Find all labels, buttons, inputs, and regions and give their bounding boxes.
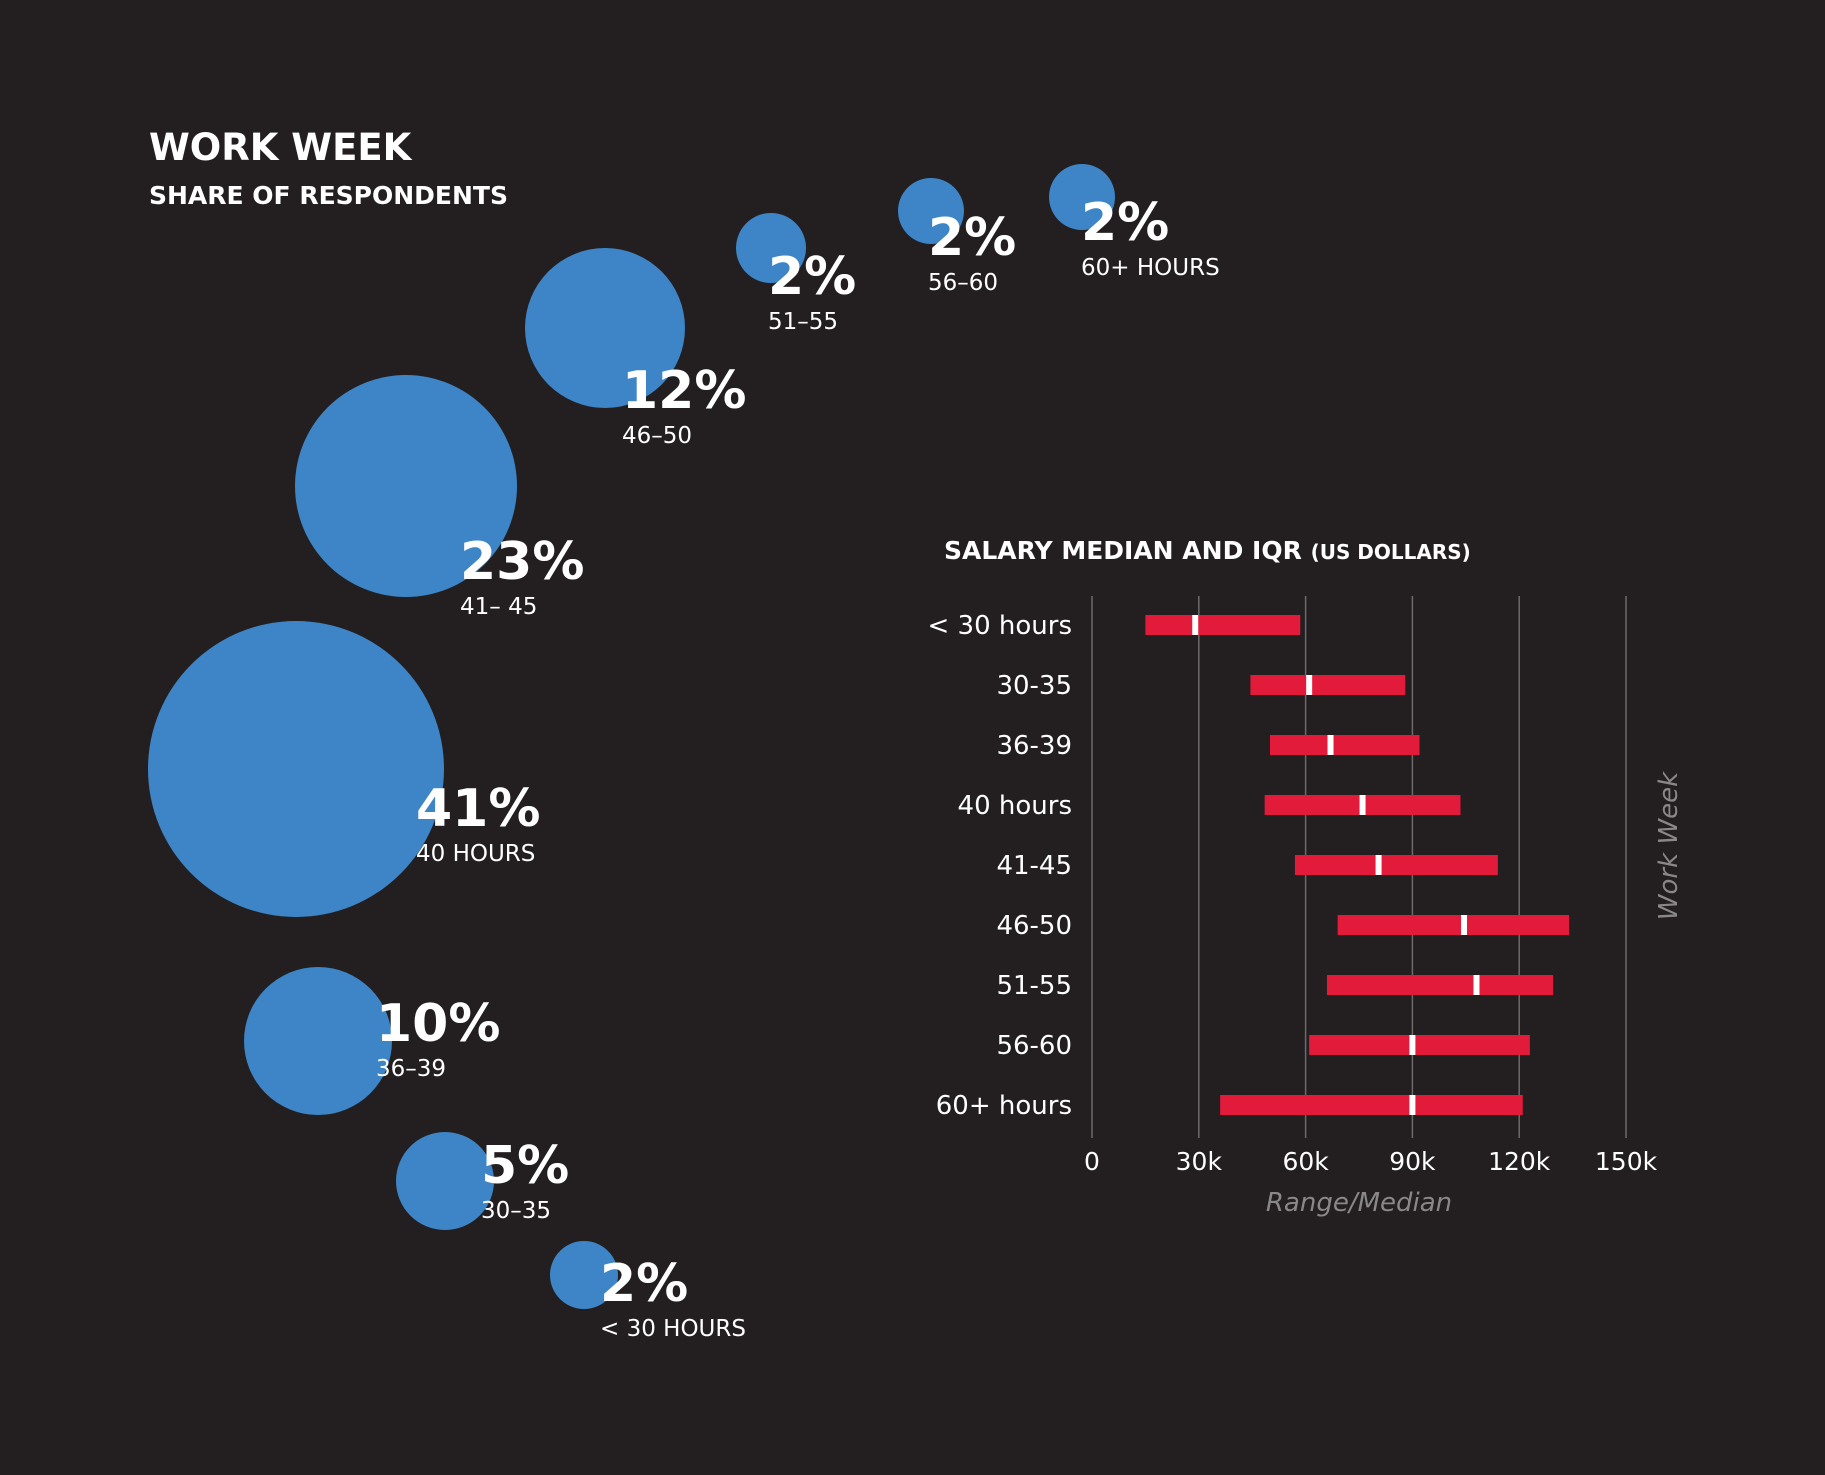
bubble bbox=[736, 213, 806, 283]
iqr-bar bbox=[1337, 915, 1570, 935]
category-label: 46-50 bbox=[996, 911, 1072, 941]
median-marker bbox=[1375, 855, 1382, 875]
category-label: 40 hours bbox=[958, 791, 1072, 821]
iqr-bar bbox=[1309, 1035, 1530, 1055]
median-marker bbox=[1473, 975, 1480, 995]
bubble-category-label: 40 HOURS bbox=[416, 841, 536, 867]
median-marker bbox=[1359, 795, 1366, 815]
median-marker bbox=[1409, 1035, 1416, 1055]
category-label: 36-39 bbox=[996, 731, 1072, 761]
iqr-bar bbox=[1326, 975, 1554, 995]
bubble-category-label: 30–35 bbox=[481, 1198, 552, 1224]
category-label: 30-35 bbox=[996, 671, 1072, 701]
iqr-bar bbox=[1294, 855, 1498, 875]
bubble-percent-label: 23% bbox=[460, 532, 585, 592]
iqr-bar bbox=[1250, 675, 1406, 695]
x-tick-label: 120k bbox=[1488, 1147, 1551, 1176]
x-tick-label: 60k bbox=[1282, 1147, 1329, 1176]
iqr-bar bbox=[1270, 735, 1420, 755]
bubble-percent-label: 41% bbox=[416, 779, 541, 839]
bubble-category-label: 41– 45 bbox=[460, 594, 538, 620]
bubble bbox=[1049, 164, 1115, 230]
x-axis-title: Range/Median bbox=[1266, 1188, 1452, 1218]
bubble-category-label: 36–39 bbox=[376, 1056, 447, 1082]
bubble-category-label: 60+ HOURS bbox=[1081, 255, 1220, 281]
category-label: 56-60 bbox=[996, 1031, 1072, 1061]
salary-chart-title-unit: (US DOLLARS) bbox=[1310, 540, 1471, 564]
median-marker bbox=[1409, 1095, 1416, 1115]
bubble-category-label: 56–60 bbox=[928, 270, 999, 296]
bubble-percent-label: 2% bbox=[928, 208, 1017, 268]
category-label: 41-45 bbox=[996, 851, 1072, 881]
bubble bbox=[550, 1241, 618, 1309]
y-axis-title: Work Week bbox=[1654, 771, 1684, 920]
salary-chart-title: SALARY MEDIAN AND IQR (US DOLLARS) bbox=[944, 538, 1471, 563]
category-label: 60+ hours bbox=[936, 1091, 1072, 1121]
bubble-chart-subtitle: SHARE OF RESPONDENTS bbox=[149, 181, 508, 210]
bubble bbox=[148, 621, 444, 917]
bubble-percent-label: 2% bbox=[768, 247, 857, 307]
iqr-bar bbox=[1220, 1095, 1523, 1115]
bubble-percent-label: 10% bbox=[376, 994, 501, 1054]
bubble-percent-label: 12% bbox=[622, 361, 747, 421]
x-tick-label: 90k bbox=[1389, 1147, 1436, 1176]
x-tick-label: 30k bbox=[1176, 1147, 1223, 1176]
median-marker bbox=[1306, 675, 1313, 695]
bubble bbox=[244, 967, 392, 1115]
bubble bbox=[525, 248, 685, 408]
bubble bbox=[295, 375, 517, 597]
bubble-category-label: 51–55 bbox=[768, 309, 839, 335]
bubble bbox=[898, 178, 964, 244]
bubble-percent-label: 2% bbox=[1081, 193, 1170, 253]
category-label: 51-55 bbox=[996, 971, 1072, 1001]
category-label: < 30 hours bbox=[928, 611, 1073, 641]
bubble-percent-label: 2% bbox=[600, 1254, 689, 1314]
bubble-category-label: 46–50 bbox=[622, 423, 693, 449]
median-marker bbox=[1192, 615, 1199, 635]
bubble bbox=[396, 1132, 494, 1230]
x-tick-label: 0 bbox=[1084, 1147, 1100, 1176]
median-marker bbox=[1327, 735, 1334, 755]
bubble-category-label: < 30 HOURS bbox=[600, 1316, 746, 1342]
bubble-chart-title: WORK WEEK bbox=[149, 126, 412, 169]
bubble-percent-label: 5% bbox=[481, 1136, 570, 1196]
iqr-bar bbox=[1145, 615, 1301, 635]
median-marker bbox=[1461, 915, 1468, 935]
salary-chart-title-text: SALARY MEDIAN AND IQR bbox=[944, 536, 1302, 565]
x-tick-label: 150k bbox=[1595, 1147, 1658, 1176]
